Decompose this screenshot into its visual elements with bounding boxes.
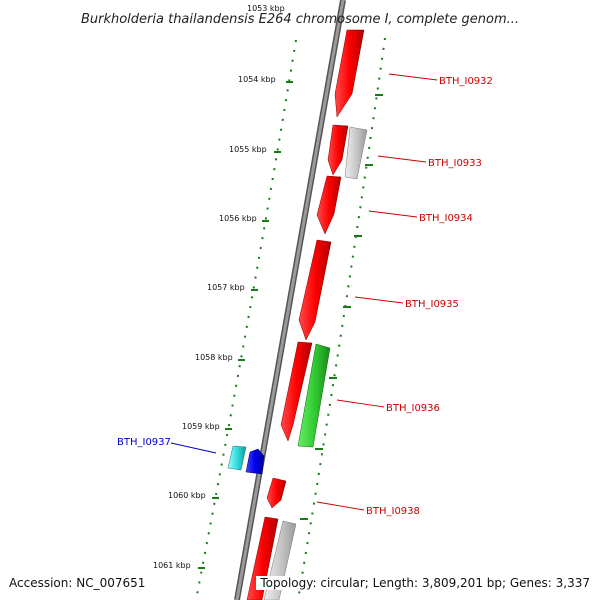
scale-tick-label: 1056 kbp [219,214,257,223]
gene-leader-lines [170,73,438,511]
gene-feature-BTH_I0932[interactable] [334,29,365,118]
gene-feature-BTH_I0936[interactable] [280,341,313,442]
map-title: Burkholderia thailandensis E264 chromoso… [81,12,519,27]
gene-feature-BTH_I0936-green[interactable] [297,343,331,448]
gene-label[interactable]: BTH_I0932 [439,76,493,87]
gene-labels: BTH_I0932 BTH_I0933 BTH_I0934 BTH_I0935 … [117,76,493,517]
gene-label[interactable]: BTH_I0938 [366,506,420,517]
gene-feature-BTH_I0937-cyan[interactable] [227,445,247,471]
outer-tick-marks [300,94,383,520]
scale-tick-label: 1058 kbp [195,353,233,362]
scale-ticks: 1053 kbp 1054 kbp 1055 kbp 1056 kbp 1057… [153,4,293,570]
scale-tick-label: 1057 kbp [207,283,245,292]
scale-tick-label: 1053 kbp [247,4,285,13]
gene-label[interactable]: BTH_I0935 [405,299,459,310]
gene-label[interactable]: BTH_I0937 [117,437,171,448]
gene-feature-next-red[interactable] [246,516,279,600]
gene-feature-BTH_I0933-grey[interactable] [344,126,368,180]
backbone [235,0,345,600]
scale-tick-label: 1060 kbp [168,491,206,500]
gene-feature-BTH_I0937[interactable] [245,448,265,475]
gene-label[interactable]: BTH_I0936 [386,403,440,414]
genome-summary-text: Topology: circular; Length: 3,809,201 bp… [256,576,590,590]
gene-feature-BTH_I0938[interactable] [266,477,287,509]
scale-tick-label: 1061 kbp [153,561,191,570]
gene-label[interactable]: BTH_I0934 [419,213,473,224]
scale-tick-label: 1055 kbp [229,145,267,154]
accession-text: Accession: NC_007651 [9,576,146,590]
gene-feature-BTH_I0935[interactable] [298,239,332,341]
scale-tick-label: 1054 kbp [238,75,276,84]
scale-tick-label: 1059 kbp [182,422,220,431]
inner-dotted-track [195,39,297,600]
gene-feature-BTH_I0934[interactable] [316,175,342,235]
gene-features [227,29,368,600]
gene-feature-BTH_I0933-cds[interactable] [327,124,349,176]
gene-label[interactable]: BTH_I0933 [428,158,482,169]
